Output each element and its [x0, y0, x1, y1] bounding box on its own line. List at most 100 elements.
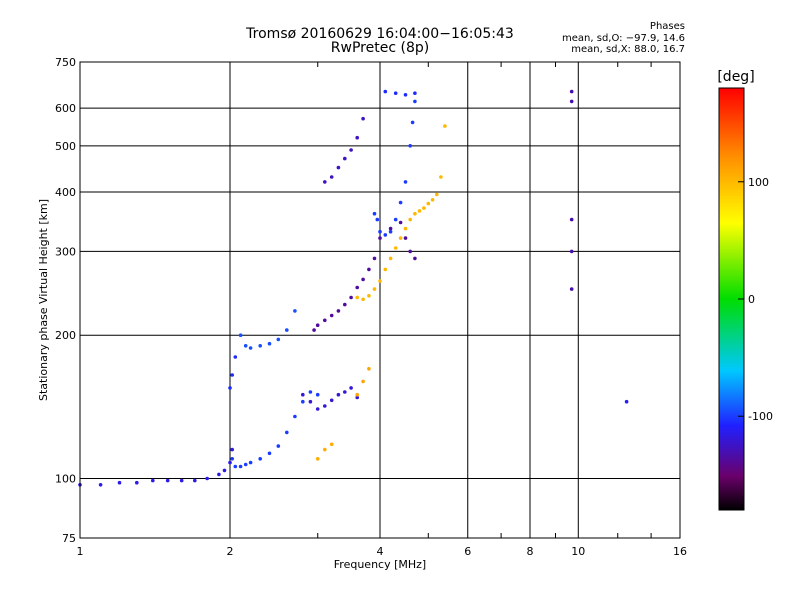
data-point	[315, 457, 320, 461]
y-tick-label: 75	[62, 532, 76, 545]
data-point	[248, 460, 253, 465]
data-point	[355, 295, 360, 300]
data-point	[285, 430, 289, 435]
chart-subtitle: RwPretec (8p)	[330, 40, 430, 56]
data-point	[408, 217, 413, 222]
y-tick-label: 300	[55, 245, 76, 258]
plot-frame	[79, 61, 681, 539]
data-point	[383, 267, 388, 272]
phase-x-stats: mean, sd,X: 88.0, 16.7	[571, 44, 685, 55]
colorbar-ticks: 100 0 -100	[738, 176, 773, 423]
colorbar-tick-label: 0	[748, 293, 755, 306]
data-point	[230, 447, 234, 452]
data-point	[329, 175, 334, 179]
colorbar-tick-label: 100	[748, 176, 769, 189]
data-point	[388, 256, 393, 261]
data-point	[98, 483, 103, 487]
data-point	[230, 373, 234, 377]
data-point	[205, 476, 209, 481]
data-point	[230, 457, 234, 461]
data-point	[355, 392, 360, 397]
data-point	[336, 165, 341, 170]
data-point	[267, 341, 272, 346]
chart-title: Tromsø 20160629 16:04:00−16:05:43	[246, 26, 514, 42]
data-point	[372, 256, 377, 261]
data-point	[388, 226, 393, 231]
data-point	[367, 367, 371, 371]
data-point	[308, 399, 313, 404]
data-point	[329, 398, 334, 403]
data-point	[355, 285, 360, 290]
data-point	[222, 468, 227, 473]
data-point	[258, 344, 263, 348]
data-point	[388, 229, 393, 234]
data-point	[323, 180, 327, 184]
data-point	[315, 323, 320, 328]
data-point	[217, 472, 221, 477]
x-tick-label: 8	[527, 545, 534, 558]
data-point	[179, 478, 184, 483]
data-point	[293, 309, 297, 313]
data-point	[355, 135, 360, 140]
data-point	[413, 91, 417, 95]
data-point	[301, 392, 305, 397]
data-point	[569, 99, 574, 104]
data-point	[403, 226, 408, 231]
data-point	[378, 229, 382, 234]
data-point	[361, 116, 365, 121]
data-point	[238, 464, 243, 469]
data-point	[435, 192, 439, 197]
y-axis-label: Stationary phase Virtual Height [km]	[37, 199, 50, 401]
data-point	[439, 175, 443, 179]
data-point	[243, 462, 248, 467]
data-point	[569, 249, 574, 254]
data-point	[349, 148, 353, 152]
data-point	[329, 442, 334, 447]
data-point	[378, 279, 382, 283]
y-tick-label: 600	[55, 102, 76, 115]
data-point	[361, 277, 365, 282]
data-point	[410, 120, 415, 125]
data-point	[329, 313, 334, 318]
data-point	[372, 287, 377, 291]
data-point	[323, 447, 327, 452]
data-point	[361, 297, 365, 302]
y-tick-label: 400	[55, 186, 76, 199]
data-point	[135, 480, 139, 485]
data-point	[228, 460, 232, 465]
data-point	[403, 93, 408, 97]
data-point	[372, 211, 377, 216]
data-point	[569, 217, 574, 222]
x-axis-ticks: 1 2 4 6 8 10 16	[77, 62, 687, 558]
data-point	[323, 404, 327, 408]
data-point	[336, 392, 341, 397]
data-point	[165, 478, 170, 483]
data-point	[308, 390, 313, 394]
data-point	[361, 379, 365, 384]
data-point	[413, 211, 417, 216]
data-point	[393, 217, 398, 222]
data-point	[323, 318, 327, 323]
x-tick-label: 10	[571, 545, 585, 558]
data-point	[151, 478, 155, 483]
data-point	[315, 392, 320, 397]
data-point	[276, 337, 281, 342]
data-point	[624, 399, 629, 404]
data-point	[426, 201, 431, 206]
data-point	[422, 206, 426, 210]
phase-o-stats: mean, sd,O: −97.9, 14.6	[562, 33, 685, 44]
data-point	[398, 236, 403, 240]
x-axis-label: Frequency [MHz]	[334, 558, 426, 571]
data-point	[285, 328, 289, 332]
data-point	[193, 478, 197, 483]
data-point	[383, 89, 388, 94]
data-point	[398, 200, 403, 205]
data-point	[367, 294, 371, 298]
data-point	[413, 256, 417, 261]
y-tick-label: 500	[55, 140, 76, 153]
grid-lines	[79, 61, 681, 539]
data-point	[315, 407, 320, 411]
data-point	[403, 180, 408, 184]
data-point	[408, 249, 413, 254]
x-tick-label: 6	[464, 545, 471, 558]
